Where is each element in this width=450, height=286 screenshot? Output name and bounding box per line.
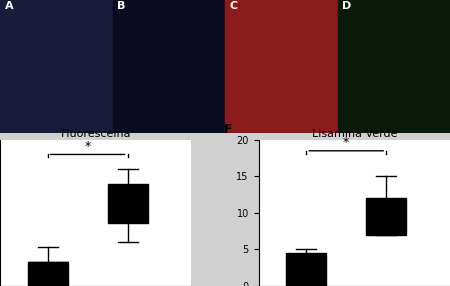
Title: Fluoresceína: Fluoresceína (60, 129, 131, 139)
Bar (0, 0, 112, 133)
PathPatch shape (108, 184, 148, 223)
PathPatch shape (287, 253, 326, 286)
Text: A: A (4, 1, 13, 11)
PathPatch shape (366, 198, 406, 235)
PathPatch shape (28, 262, 68, 286)
Text: *: * (85, 140, 91, 153)
Bar (112, 0, 225, 133)
Title: Lisamina Verde: Lisamina Verde (311, 129, 397, 139)
Text: F: F (224, 122, 233, 136)
Text: B: B (117, 1, 126, 11)
Bar (338, 0, 450, 133)
Text: C: C (230, 1, 238, 11)
Text: D: D (342, 1, 351, 11)
Text: *: * (343, 136, 349, 149)
Bar (225, 0, 338, 133)
